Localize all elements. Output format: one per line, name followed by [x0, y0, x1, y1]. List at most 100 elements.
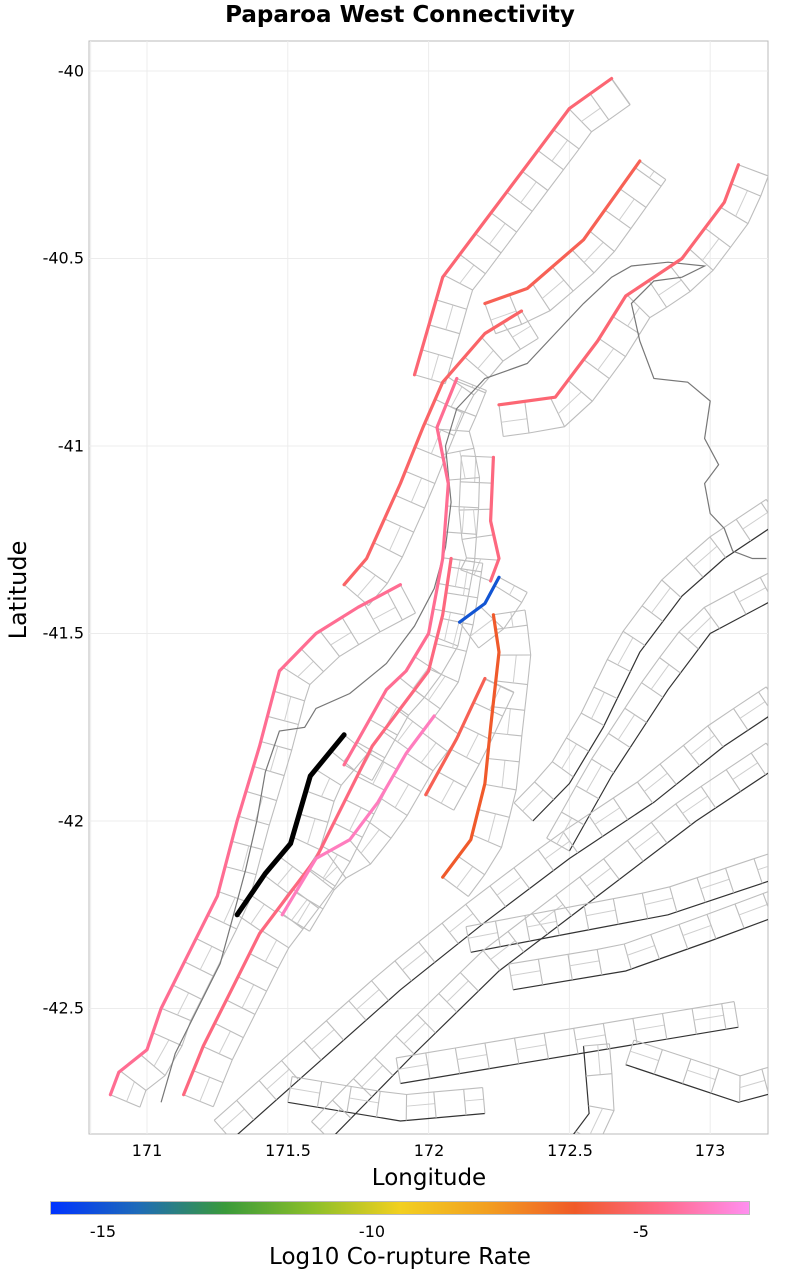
- section-grid-rung: [425, 794, 455, 811]
- section-grid-mid: [291, 899, 308, 921]
- section-grid-rung: [250, 894, 276, 913]
- section-grid-rung: [575, 785, 600, 800]
- section-grid-rung: [374, 1056, 394, 1076]
- section-grid-mid: [538, 904, 564, 923]
- section-grid-rung: [568, 108, 592, 133]
- section-grid-rung: [513, 1038, 520, 1064]
- section-grid-mid: [585, 909, 616, 917]
- section-grid-rung: [707, 725, 724, 748]
- section-grid-rung: [734, 903, 745, 929]
- section-grid-rung: [263, 874, 289, 894]
- section-grid-mid: [290, 1087, 320, 1094]
- section-grid-rung: [421, 731, 448, 752]
- section-grid-rung: [484, 1042, 490, 1069]
- section-grid-rung: [456, 377, 487, 392]
- section-grid-mid: [490, 940, 516, 960]
- y-axis-label: Latitude: [4, 540, 32, 640]
- section-grid-mid: [561, 743, 577, 769]
- section-grid-rung: [183, 1094, 214, 1108]
- section-grid-rung: [441, 922, 459, 944]
- section-grid-mid: [490, 310, 517, 321]
- x-tick-label: 171: [131, 1141, 163, 1160]
- section-grid-rung: [316, 1081, 323, 1108]
- section-grid-rung: [348, 1000, 367, 1021]
- section-grid-mid: [690, 735, 715, 755]
- section-grid-rung: [457, 856, 485, 876]
- fault-section-grid: [110, 78, 768, 1134]
- section-grid-rung: [650, 934, 660, 960]
- section-grid-rung: [140, 1054, 166, 1076]
- section-grid-mid: [462, 569, 468, 596]
- section-grid-mid: [509, 585, 515, 596]
- section-grid-rung: [405, 470, 436, 485]
- section-grid-rung: [575, 1130, 582, 1134]
- section-grid-rung: [508, 294, 523, 325]
- section-grid-rung: [292, 836, 320, 851]
- fault-fault-d: [483, 159, 642, 306]
- section-grid-rung: [604, 209, 632, 229]
- section-grid-mid: [218, 1030, 231, 1054]
- section-grid-rung: [650, 822, 668, 844]
- section-grid-rung: [612, 797, 629, 820]
- section-grid-edge: [367, 337, 539, 606]
- section-grid-mid: [682, 924, 712, 936]
- section-grid-rung: [281, 914, 310, 932]
- section-grid-rung: [495, 680, 528, 686]
- colorbar: [50, 1201, 750, 1215]
- section-grid-mid: [420, 742, 437, 764]
- section-grid-rung: [462, 725, 492, 741]
- section-grid-rung: [315, 768, 342, 786]
- section-grid-mid: [512, 325, 532, 338]
- section-grid-rung: [231, 840, 263, 851]
- section-grid-rung: [720, 206, 749, 225]
- section-grid-mid: [473, 558, 482, 576]
- section-grid-rung: [253, 765, 285, 777]
- section-grid-rung: [437, 428, 470, 432]
- section-grid-mid: [634, 1024, 665, 1031]
- section-grid-rung: [587, 814, 604, 837]
- section-grid-rung: [213, 1119, 228, 1134]
- section-grid-rung: [438, 771, 467, 788]
- section-grid-mid: [644, 897, 674, 906]
- section-grid-rung: [537, 150, 564, 171]
- section-grid-rung: [330, 750, 355, 771]
- section-grid-mid: [468, 932, 498, 939]
- section-grid-mid: [618, 198, 635, 221]
- section-grid-mid: [430, 354, 440, 380]
- section-grid-mid: [589, 1108, 603, 1134]
- section-grid-mid: [739, 1079, 766, 1089]
- section-grid-rung: [571, 249, 595, 274]
- section-grid-rung: [447, 376, 475, 396]
- section-grid-mid: [199, 946, 213, 970]
- section-grid-rung: [202, 1046, 233, 1061]
- section-grid-rung: [333, 822, 363, 838]
- section-grid-mid: [489, 223, 506, 245]
- section-grid-rung: [273, 690, 305, 702]
- section-grid-rung: [498, 576, 528, 593]
- section-grid-rung: [382, 731, 410, 751]
- connected-faults-layer: [108, 76, 740, 1097]
- section-grid-mid: [472, 509, 477, 538]
- section-grid-rung: [733, 1001, 739, 1028]
- section-grid-mid: [177, 992, 190, 1016]
- section-grid-edge: [495, 179, 667, 335]
- section-grid-rung: [589, 93, 610, 121]
- section-grid-rung: [490, 212, 517, 233]
- fault-fault-i: [280, 714, 436, 917]
- section-grid-edge: [371, 390, 487, 781]
- section-grid-rung: [521, 310, 539, 339]
- section-grid-mid: [445, 304, 454, 330]
- section-grid-rung: [465, 926, 472, 953]
- section-grid-rung: [589, 230, 615, 252]
- section-grid-mid: [597, 1044, 601, 1075]
- section-grid-rung: [735, 518, 752, 542]
- section-grid-rung: [460, 481, 493, 484]
- section-grid-rung: [489, 732, 522, 737]
- section-grid-rung: [380, 797, 408, 816]
- section-grid-rung: [421, 349, 453, 360]
- section-grid-mid: [465, 733, 479, 758]
- section-grid-mid: [477, 350, 494, 369]
- section-grid-mid: [643, 772, 668, 792]
- section-grid-mid: [551, 139, 568, 162]
- y-tick-label: -41: [57, 436, 84, 456]
